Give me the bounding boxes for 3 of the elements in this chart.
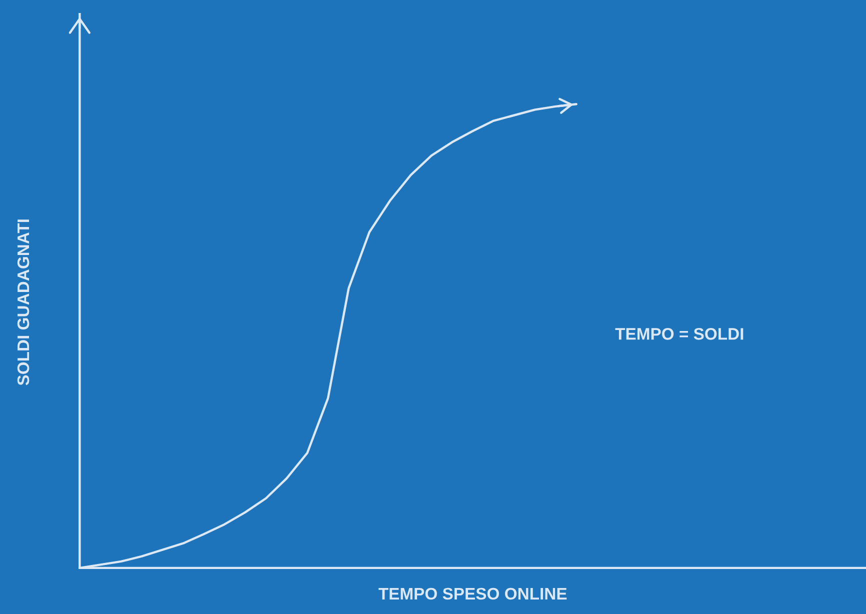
x-axis-title: TEMPO SPESO ONLINE — [378, 588, 567, 600]
y-axis-title: SOLDI GUADAGNATI — [17, 220, 30, 386]
annotation: TEMPO = SOLDI — [615, 328, 744, 340]
